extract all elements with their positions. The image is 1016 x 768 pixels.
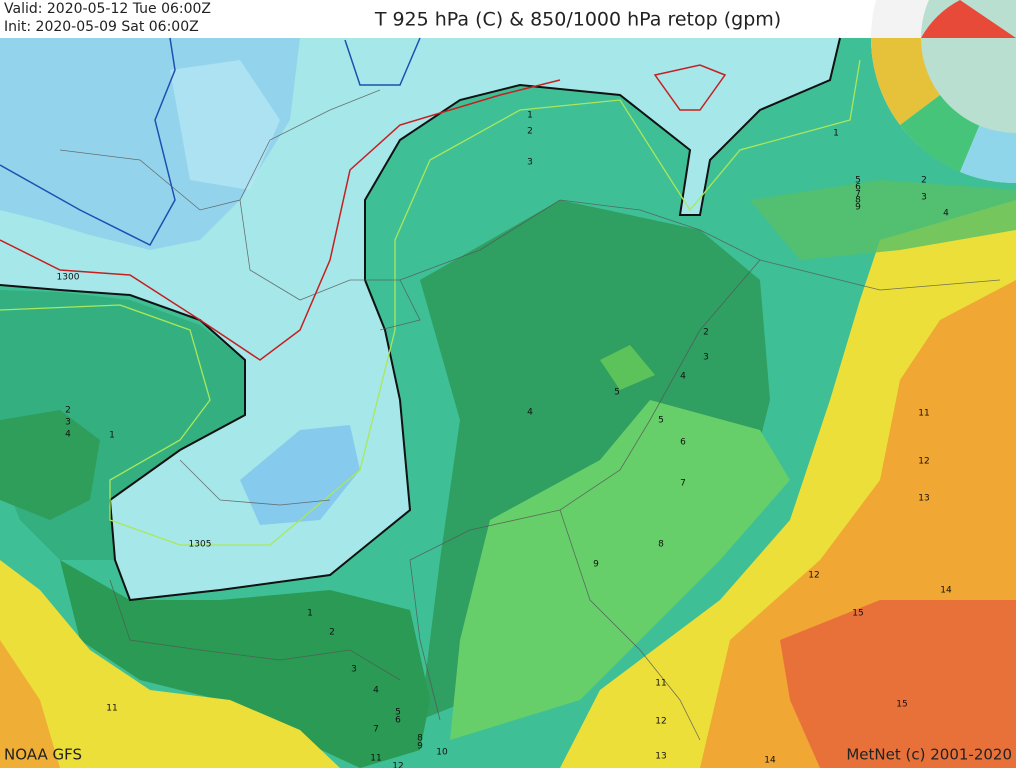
contour-label: 3 [703,353,709,363]
contour-label: 5 [855,176,861,186]
contour-label: 15 [852,609,863,619]
contour-label: 2 [703,328,709,338]
contour-label: 7 [373,725,379,735]
contour-label: 10 [436,748,448,758]
map-title: T 925 hPa (C) & 850/1000 hPa retop (gpm) [374,9,781,31]
contour-label: 6 [855,183,861,193]
contour-label: 2 [527,127,533,137]
contour-label: 11 [370,754,381,764]
valid-time: Valid: 2020-05-12 Tue 06:00Z [4,1,211,17]
contour-label: 4 [373,686,379,696]
contour-label: 12 [808,571,819,581]
contour-label: 8 [855,196,861,206]
contour-label: 14 [764,756,776,766]
legend-wheel [871,0,1016,184]
init-time: Init: 2020-05-09 Sat 06:00Z [4,19,199,35]
contour-label: 6 [395,716,401,726]
contour-label: 5 [614,388,620,398]
contour-label: 1 [109,431,115,441]
contour-label: 5 [658,416,664,426]
contour-label: 9 [593,560,599,570]
source-label: NOAA GFS [4,746,82,764]
contour-label: 4 [65,430,71,440]
contour-label: 11 [106,704,117,714]
height-label: 1305 [189,540,212,550]
contour-label: 3 [351,665,357,675]
contour-label: 12 [392,762,403,768]
contour-label: 13 [655,752,666,762]
borders [59,89,1001,741]
contour-label: 8 [658,540,664,550]
contour-label: 2 [65,406,71,416]
contour-label: 1 [527,111,533,121]
contour-label: 8 [417,734,423,744]
contour-label: 11 [918,409,929,419]
contour-label: 1 [307,609,313,619]
contour-label: 7 [855,190,861,200]
contour-label: 3 [527,158,533,168]
contour-label: 9 [855,203,861,213]
contour-label: 15 [896,700,907,710]
contour-label: 9 [417,742,423,752]
contour-label: 13 [918,494,929,504]
contour-label: 3 [921,193,927,203]
contour-label: 3 [65,418,71,428]
credit-label: MetNet (c) 2001-2020 [846,746,1012,764]
contour-label: 11 [655,679,666,689]
contour-label: 4 [943,209,949,219]
contour-label: 2 [921,176,927,186]
contour-label: 14 [940,586,952,596]
contour-label: 4 [680,372,686,382]
contour-label: 2 [329,628,335,638]
height-label: 1300 [57,273,80,283]
contour-label: 4 [527,408,533,418]
contour-label: 5 [395,708,401,718]
contour-label: 12 [655,717,666,727]
contour-label: 12 [918,457,929,467]
header-band [0,0,1016,38]
map-field [0,38,1016,768]
contour-label: 7 [680,479,686,489]
contour-label: 6 [680,438,686,448]
contour-label: 1 [833,129,839,139]
isolines [0,37,861,602]
